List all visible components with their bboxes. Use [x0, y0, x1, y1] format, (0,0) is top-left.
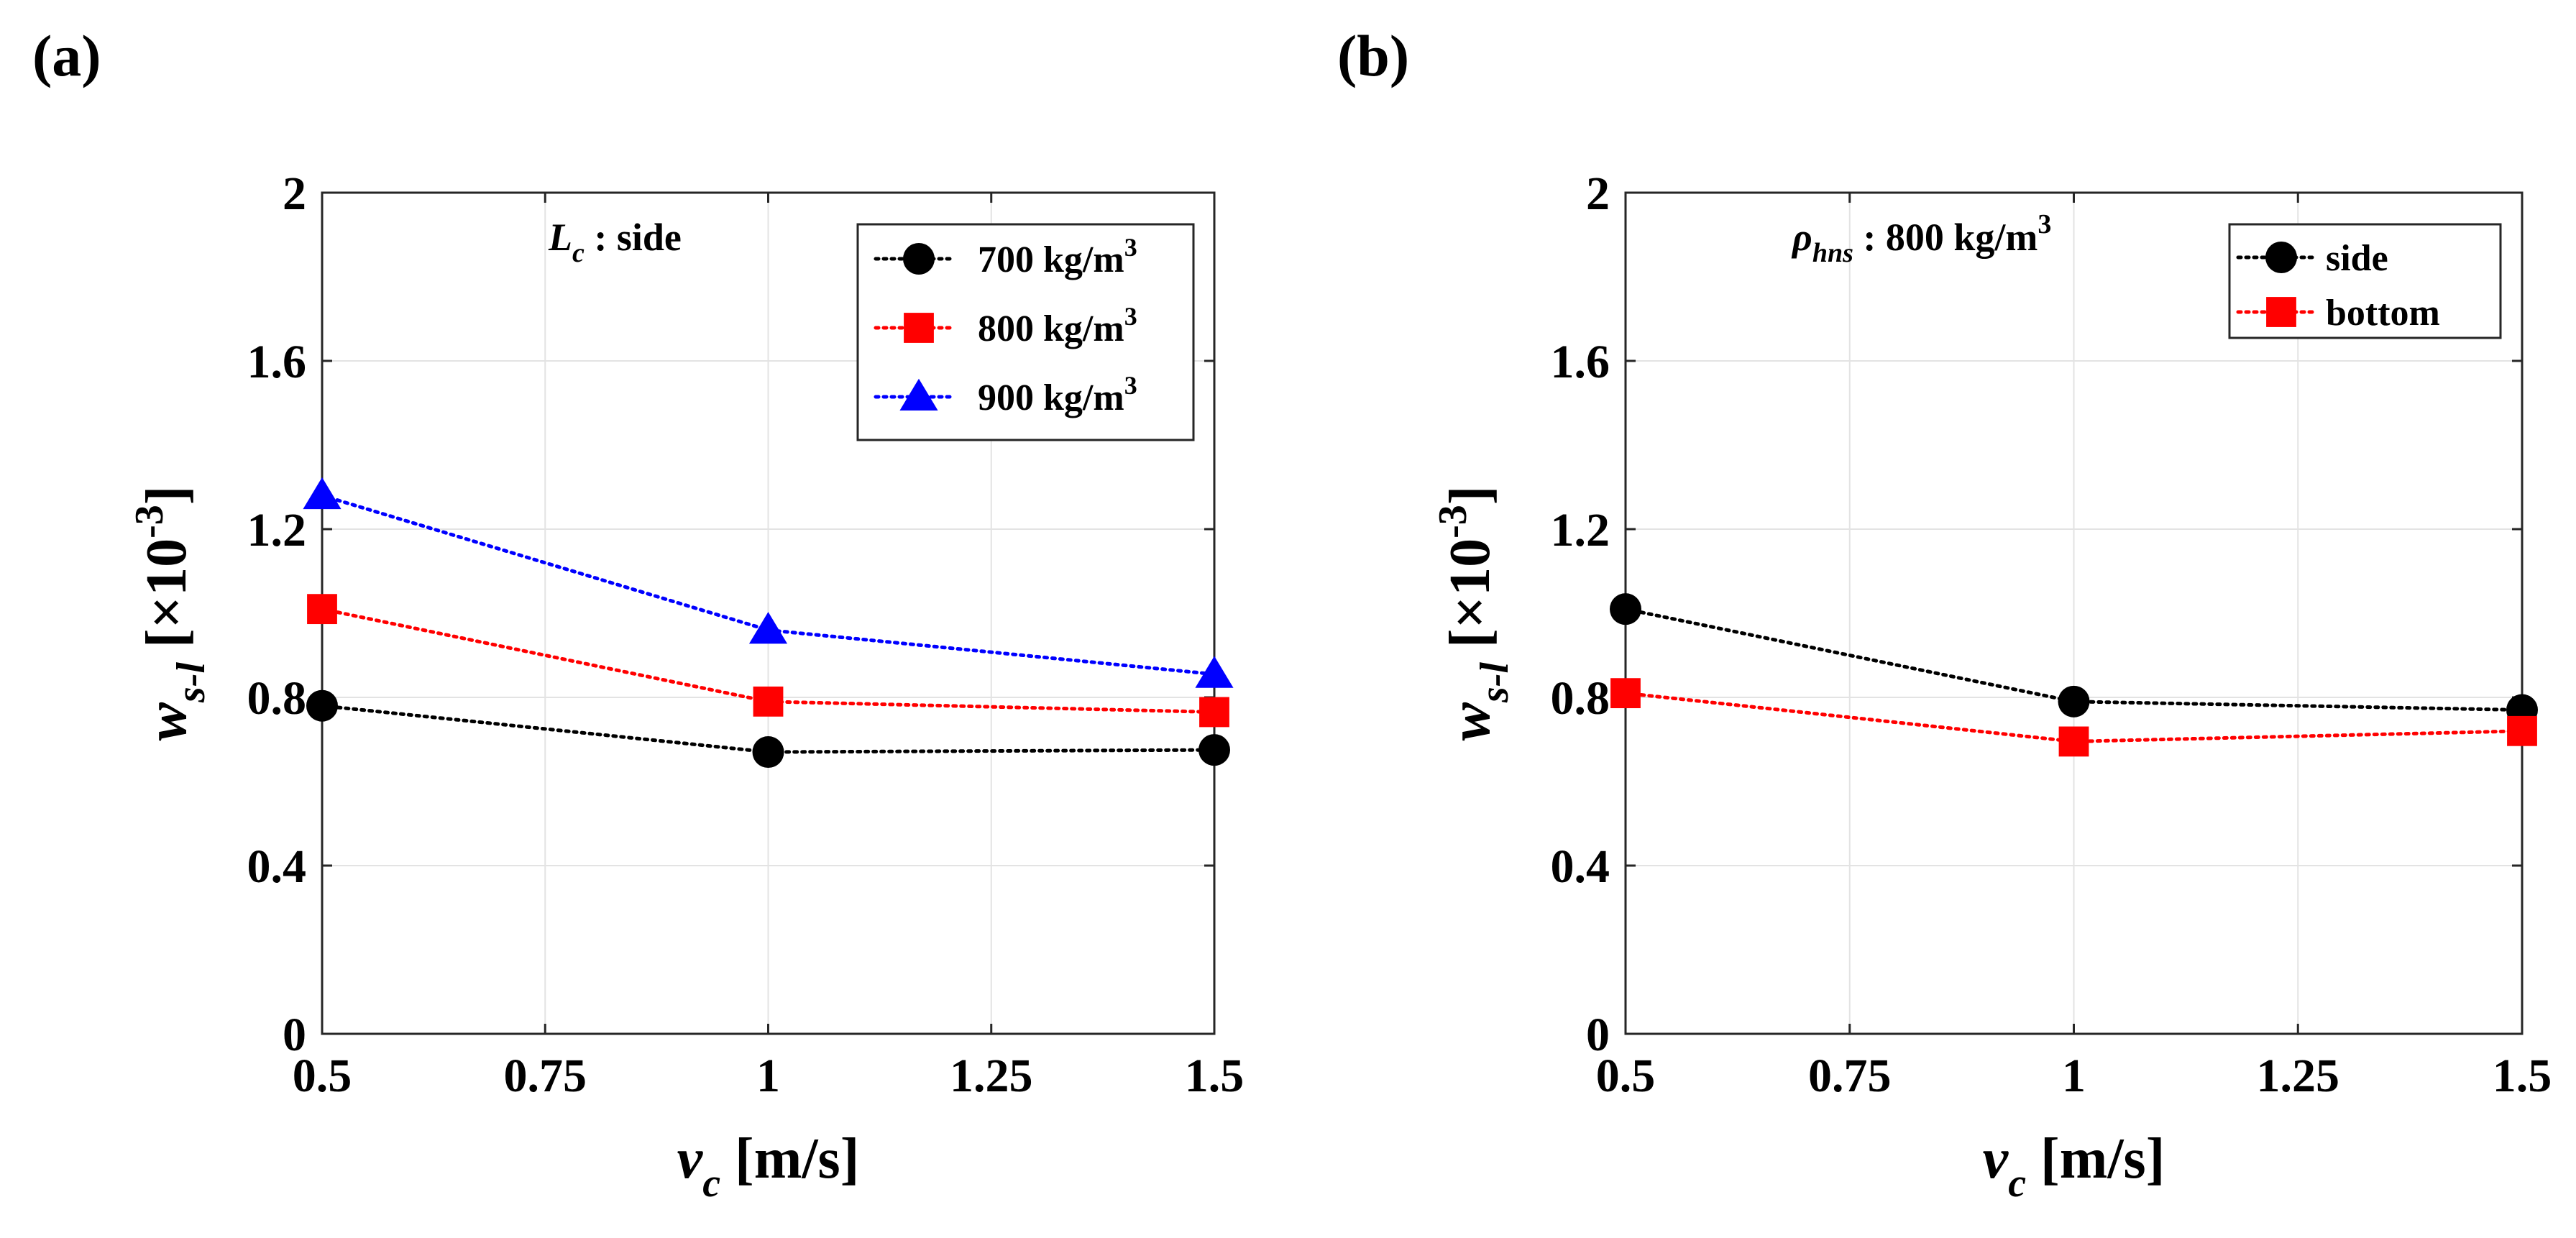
chart-panel-b: (b) 0.5 0.75 1 1.25 1.5 0 0.4 0.8 1.2 1.6 2 vc [m/s]… [1337, 23, 2552, 1206]
data-point [1610, 678, 1641, 709]
data-point [2507, 715, 2537, 746]
y-tick-label: 0.4 [1551, 840, 1610, 893]
data-point [303, 477, 342, 510]
y-tick-label: 1.6 [1551, 336, 1610, 388]
legend-label: 900 kg/m3 [978, 371, 1137, 418]
data-point [752, 736, 784, 769]
y-tick-label: 1.2 [247, 504, 307, 556]
x-tick-label: 1.25 [950, 1050, 1033, 1102]
x-tick-label: 1.5 [2493, 1050, 2552, 1102]
data-point [306, 689, 338, 722]
data-point [2058, 685, 2090, 717]
legend-label: side [2326, 238, 2388, 279]
y-tick-label: 2 [1586, 168, 1610, 220]
x-tick-label: 1.5 [1185, 1050, 1245, 1102]
legend: 700 kg/m3 800 kg/m3 900 kg/m3 [856, 223, 1195, 441]
data-point [748, 612, 788, 644]
y-tick-label: 0 [1586, 1009, 1610, 1061]
panel-label: (a) [32, 23, 101, 88]
data-point [1610, 593, 1641, 625]
y-axis-label: ws-l [×10-3] [1431, 486, 1517, 741]
legend-marker [2266, 297, 2296, 327]
data-point [1199, 697, 1229, 728]
legend-item: 900 kg/m3 [874, 371, 1137, 418]
legend-item: side [2236, 238, 2388, 279]
series-line [320, 704, 1216, 754]
legend-marker [899, 378, 938, 411]
data-point [307, 594, 337, 625]
x-tick-label: 0.75 [1808, 1050, 1892, 1102]
x-tick-label: 0.5 [1596, 1050, 1656, 1102]
x-tick-label: 1 [756, 1050, 780, 1102]
legend-marker [904, 313, 934, 343]
legend-label: 700 kg/m3 [978, 233, 1137, 280]
legend-item: 700 kg/m3 [874, 233, 1137, 280]
y-axis-label: ws-l [×10-3] [127, 486, 214, 741]
series-line [320, 607, 1216, 714]
x-axis-label: vc [m/s] [677, 1127, 860, 1206]
series-1 [1610, 678, 2537, 757]
legend: side bottom [2228, 223, 2502, 339]
y-tick-label: 0 [283, 1009, 306, 1061]
y-tick-label: 0.8 [247, 672, 307, 725]
legend-marker [903, 243, 935, 275]
y-tick-label: 1.2 [1551, 504, 1610, 556]
chart-panel-a: (a) 0.5 0.75 1 1.25 1.5 0 0.4 0.8 1.2 1.6 2 vc [m/s]… [32, 23, 1244, 1206]
data-point [753, 686, 784, 717]
annotation: ρhns : 800 kg/m3 [1791, 209, 2051, 268]
series-2 [303, 477, 1234, 688]
x-axis-label: vc [m/s] [1983, 1127, 2165, 1206]
x-tick-label: 1 [2062, 1050, 2086, 1102]
series-0 [306, 689, 1230, 769]
legend-item: bottom [2236, 293, 2440, 334]
annotation: Lc : side [548, 216, 682, 268]
series-1 [307, 594, 1229, 728]
y-tick-label: 0.8 [1551, 672, 1610, 725]
data-point [2058, 726, 2089, 757]
panel-label: (b) [1337, 23, 1409, 88]
x-tick-label: 1.25 [2257, 1050, 2340, 1102]
legend-label: 800 kg/m3 [978, 302, 1137, 349]
x-tick-label: 0.75 [504, 1050, 587, 1102]
legend-item: 800 kg/m3 [874, 302, 1137, 349]
y-tick-label: 2 [283, 168, 306, 220]
legend-label: bottom [2326, 293, 2440, 334]
x-tick-label: 0.5 [293, 1050, 352, 1102]
data-point [1195, 656, 1234, 688]
y-tick-label: 1.6 [247, 336, 307, 388]
data-point [1198, 734, 1230, 766]
legend-marker [2265, 242, 2297, 273]
y-tick-label: 0.4 [247, 840, 307, 893]
